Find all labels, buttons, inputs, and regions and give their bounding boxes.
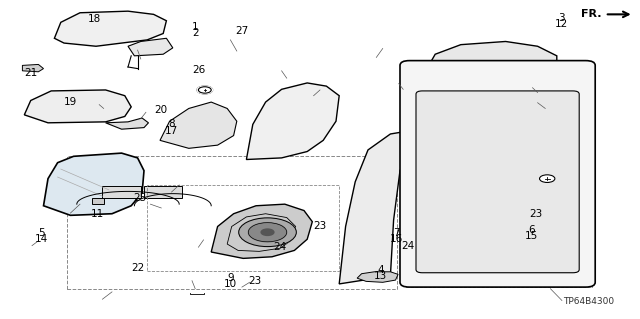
Text: 9: 9 — [227, 272, 234, 283]
Text: 19: 19 — [64, 97, 77, 107]
Text: 10: 10 — [224, 279, 237, 289]
Text: 26: 26 — [192, 65, 205, 75]
Text: 17: 17 — [165, 126, 178, 136]
Text: 14: 14 — [35, 234, 48, 244]
Text: 11: 11 — [91, 209, 104, 219]
Text: 23: 23 — [530, 209, 543, 219]
Text: 2: 2 — [192, 28, 198, 39]
Text: 12: 12 — [556, 19, 568, 29]
Text: 6: 6 — [528, 225, 534, 235]
Text: 24: 24 — [274, 242, 287, 252]
Text: 18: 18 — [88, 13, 101, 24]
Text: 16: 16 — [390, 234, 403, 244]
Circle shape — [197, 86, 212, 94]
Text: TP64B4300: TP64B4300 — [563, 297, 614, 306]
Circle shape — [197, 86, 212, 94]
Polygon shape — [44, 153, 144, 215]
Polygon shape — [339, 131, 410, 284]
Text: 13: 13 — [374, 271, 387, 281]
Text: 5: 5 — [38, 228, 45, 238]
Bar — [147, 185, 339, 271]
Bar — [406, 64, 592, 287]
Bar — [144, 186, 182, 198]
Circle shape — [248, 223, 287, 242]
Text: 7: 7 — [394, 228, 400, 238]
Text: 15: 15 — [525, 231, 538, 241]
Text: 24: 24 — [402, 241, 415, 251]
FancyBboxPatch shape — [416, 91, 579, 273]
Text: 22: 22 — [131, 263, 144, 273]
Polygon shape — [24, 90, 131, 123]
Text: 21: 21 — [24, 68, 37, 78]
Circle shape — [540, 175, 555, 182]
Polygon shape — [54, 11, 166, 46]
Polygon shape — [128, 38, 173, 56]
Bar — [525, 222, 544, 230]
Text: FR.: FR. — [581, 9, 602, 19]
Polygon shape — [22, 64, 44, 72]
Polygon shape — [160, 102, 237, 148]
Text: 4: 4 — [378, 264, 384, 275]
Text: 27: 27 — [236, 26, 248, 36]
Text: 1: 1 — [192, 22, 198, 32]
Polygon shape — [429, 41, 557, 71]
Bar — [92, 198, 104, 204]
Bar — [67, 156, 397, 289]
Polygon shape — [246, 83, 339, 160]
Text: 8: 8 — [168, 119, 175, 130]
Polygon shape — [106, 118, 148, 129]
Text: 20: 20 — [155, 105, 168, 115]
Circle shape — [261, 229, 274, 235]
Polygon shape — [211, 204, 312, 258]
Polygon shape — [357, 272, 398, 282]
Circle shape — [239, 218, 296, 247]
Bar — [102, 186, 141, 198]
Text: 23: 23 — [314, 221, 326, 232]
Text: 25: 25 — [133, 193, 146, 204]
Text: 23: 23 — [248, 276, 261, 286]
Text: 3: 3 — [559, 12, 565, 23]
FancyBboxPatch shape — [400, 61, 595, 287]
